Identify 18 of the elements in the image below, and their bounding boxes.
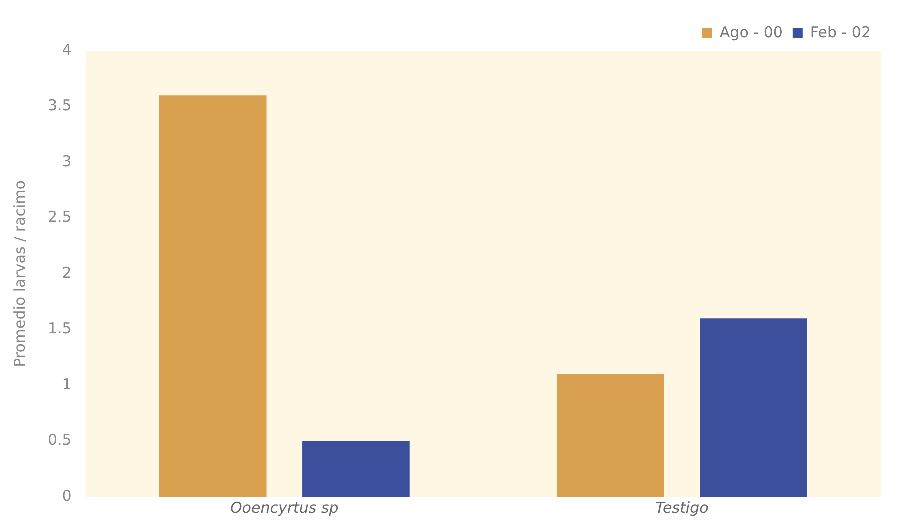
y-tick-label: 4 — [62, 40, 72, 59]
x-tick-label: Testigo — [656, 498, 709, 517]
y-axis-title: Promedio larvas / racimo — [10, 180, 29, 368]
legend-label: Feb - 02 — [810, 23, 871, 42]
bar — [556, 374, 664, 497]
bar — [302, 441, 410, 497]
y-tick-label: 1.5 — [48, 320, 72, 338]
y-tick-label: 3.5 — [48, 96, 72, 115]
y-tick-label: 2 — [62, 264, 72, 282]
bar — [159, 96, 267, 497]
y-tick-label: 0.5 — [48, 431, 72, 450]
y-tick-label: 3 — [62, 152, 72, 170]
legend-label: Ago - 00 — [720, 23, 783, 42]
bar — [700, 318, 808, 497]
y-tick-label: 1 — [62, 375, 72, 394]
y-tick-label: 2.5 — [48, 208, 72, 226]
x-tick-label: Ooencyrtus sp — [230, 498, 339, 517]
y-tick-label: 0 — [62, 486, 72, 505]
